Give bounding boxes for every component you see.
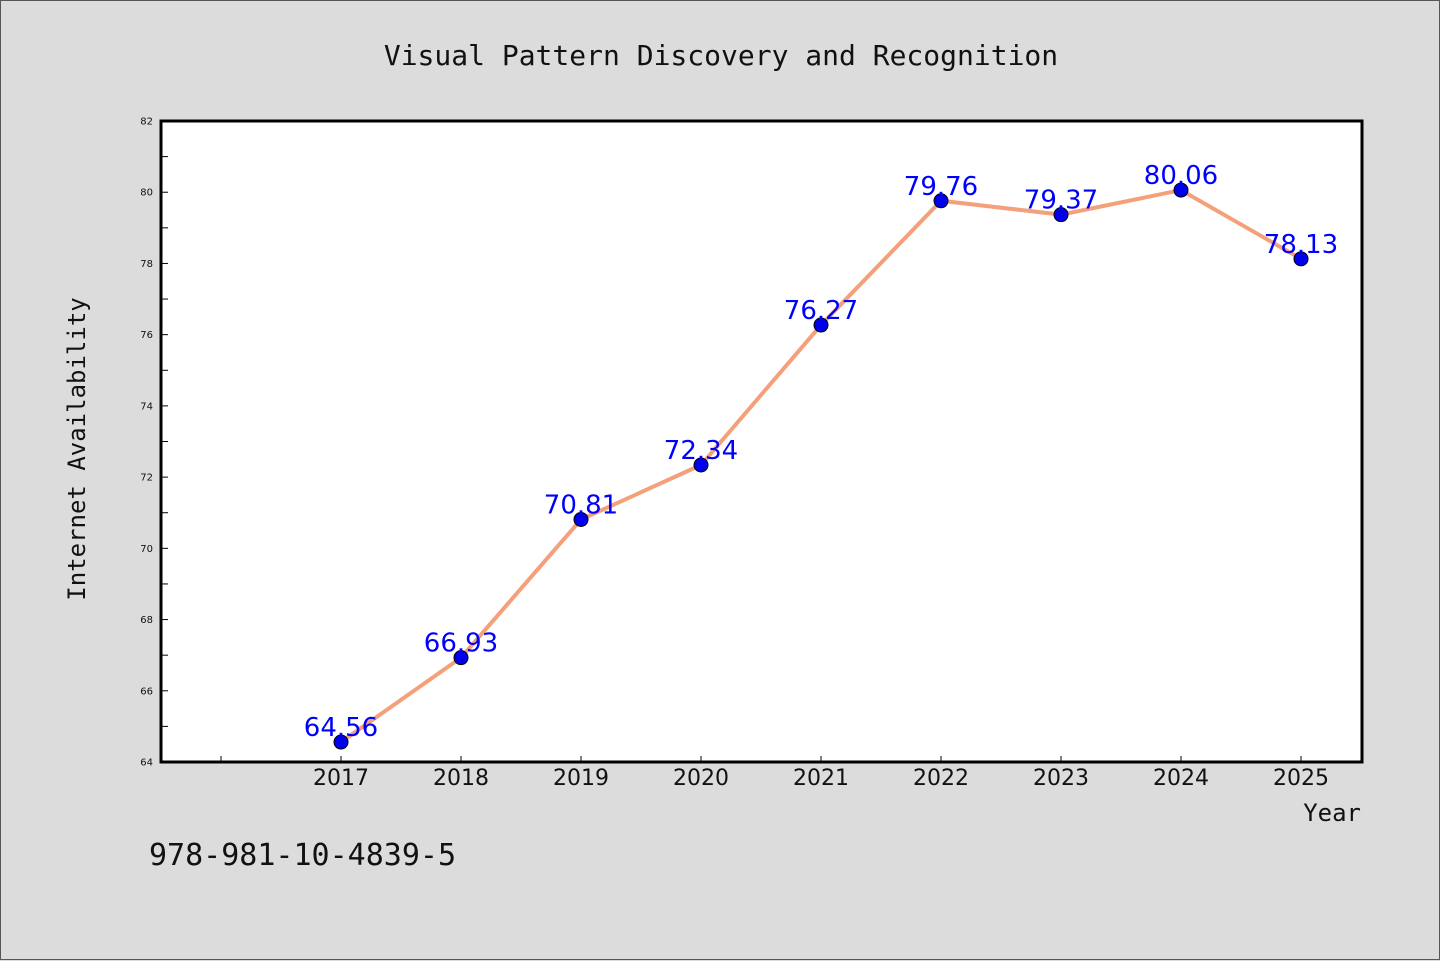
x-tick-label: 2024 <box>1153 766 1209 791</box>
y-tick-label: 72 <box>140 473 153 484</box>
y-tick-label: 74 <box>140 401 153 412</box>
y-tick-label: 82 <box>140 117 153 128</box>
x-tick-label: 2019 <box>553 766 609 791</box>
data-label: 64.56 <box>304 713 378 743</box>
y-axis-label: Internet Availability <box>63 297 91 600</box>
y-tick-label: 76 <box>140 330 153 341</box>
y-tick-label: 68 <box>140 615 153 626</box>
x-tick-label: 2021 <box>793 766 849 791</box>
data-point <box>693 457 709 473</box>
series-layer: 64.56 66.93 70.81 72.34 76.27 79.76 79.37 80.06… <box>304 161 1338 750</box>
data-point <box>453 650 469 666</box>
y-axis: 64 66 68 70 72 74 76 78 80 82 <box>140 117 168 769</box>
data-point <box>573 511 589 527</box>
data-point <box>1053 207 1069 223</box>
data-label: 66.93 <box>424 629 498 659</box>
data-point <box>933 193 949 209</box>
y-tick-label: 80 <box>140 188 153 199</box>
x-axis-label: Year <box>1303 799 1361 827</box>
y-tick-label: 64 <box>140 758 153 769</box>
plot-area <box>159 119 1364 764</box>
x-tick-label: 2017 <box>313 766 369 791</box>
x-tick-label: 2022 <box>913 766 969 791</box>
y-tick-label: 78 <box>140 259 153 270</box>
x-tick-label: 2020 <box>673 766 729 791</box>
x-tick-label: 2018 <box>433 766 489 791</box>
data-point <box>1173 182 1189 198</box>
y-tick-label: 70 <box>140 544 153 555</box>
y-tick-label: 66 <box>140 686 153 697</box>
data-label: 79.37 <box>1024 186 1098 216</box>
x-tick-label: 2025 <box>1273 766 1329 791</box>
data-label: 80.06 <box>1144 161 1218 191</box>
data-label: 76.27 <box>784 296 858 326</box>
x-tick-label: 2023 <box>1033 766 1089 791</box>
chart-title: Visual Pattern Discovery and Recognition <box>384 39 1058 72</box>
x-axis: 2017 2018 2019 2020 2021 2022 2023 2024 2025 <box>220 756 1329 791</box>
data-label: 70.81 <box>544 490 618 520</box>
data-point <box>1293 251 1309 267</box>
data-point <box>813 317 829 333</box>
data-label: 78.13 <box>1264 230 1338 260</box>
isbn-annotation: 978-981-10-4839-5 <box>149 838 456 873</box>
data-label: 72.34 <box>664 436 738 466</box>
data-label: 79.76 <box>904 172 978 202</box>
data-point <box>333 734 349 750</box>
